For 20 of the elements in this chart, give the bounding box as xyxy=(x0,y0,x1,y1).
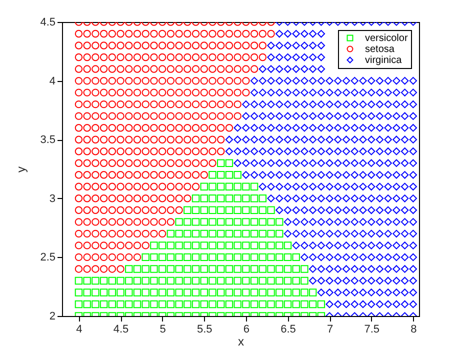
x-tick-label: 7.5 xyxy=(364,324,380,336)
x-tick-label: 4.5 xyxy=(113,324,129,336)
y-tick-label: 3.5 xyxy=(40,134,56,146)
y-tick-label: 2 xyxy=(49,310,56,322)
legend-label: setosa xyxy=(365,44,395,55)
y-tick-label: 4.5 xyxy=(40,16,56,28)
legend-label: versicolor xyxy=(365,33,408,44)
x-tick-label: 5.5 xyxy=(196,324,212,336)
y-tick-label: 2.5 xyxy=(40,252,56,264)
x-tick-label: 6.5 xyxy=(280,324,296,336)
y-tick-label: 4 xyxy=(49,75,56,88)
x-tick-label: 5 xyxy=(160,324,166,336)
legend-label: virginica xyxy=(365,55,402,66)
x-axis-title: x xyxy=(238,334,244,348)
x-tick-label: 8 xyxy=(410,324,417,336)
y-tick-label: 3 xyxy=(49,192,56,205)
y-axis-title: y xyxy=(14,166,28,172)
x-tick-label: 6 xyxy=(243,324,250,336)
x-tick-label: 7 xyxy=(326,324,334,336)
x-tick-label: 4 xyxy=(76,324,82,336)
